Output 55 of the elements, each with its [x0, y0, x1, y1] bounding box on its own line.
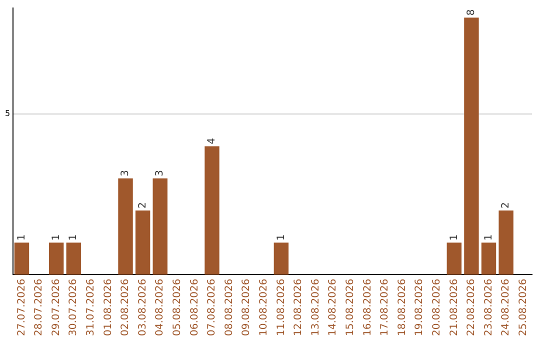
data-label: 4 — [206, 138, 218, 144]
x-tick-label: 08.08.2026 — [224, 278, 235, 336]
bar — [274, 242, 289, 275]
data-label: 1 — [276, 234, 287, 241]
x-tick-label: 18.08.2026 — [396, 278, 408, 336]
x-tick-label: 19.08.2026 — [414, 278, 426, 336]
x-tick-label: 24.08.2026 — [500, 278, 512, 336]
data-label: 2 — [137, 202, 148, 208]
x-tick-label: 14.08.2026 — [328, 278, 339, 336]
x-tick-label: 11.08.2026 — [276, 278, 287, 336]
x-tick-label: 16.08.2026 — [362, 278, 374, 336]
data-label: 1 — [16, 234, 28, 241]
x-tick-label: 12.08.2026 — [293, 278, 304, 336]
bar — [118, 178, 133, 275]
y-tick-label: 5 — [4, 109, 10, 118]
x-tick-label: 07.08.2026 — [206, 278, 218, 336]
data-label: 3 — [120, 170, 132, 176]
data-label: 1 — [448, 234, 460, 241]
x-tick-label: 15.08.2026 — [344, 278, 356, 336]
bar — [204, 146, 220, 275]
x-tick-label: 01.08.2026 — [102, 278, 114, 336]
x-tick-label: 29.07.2026 — [50, 278, 62, 336]
x-tick-label: 03.08.2026 — [137, 278, 148, 336]
x-tick-label: 25.08.2026 — [518, 278, 529, 336]
x-tick-label: 28.07.2026 — [34, 278, 45, 336]
bar — [135, 210, 150, 275]
data-label: 1 — [483, 234, 494, 241]
x-tick-label: 30.07.2026 — [68, 278, 80, 336]
bar — [498, 210, 514, 275]
bar — [66, 242, 81, 275]
data-label: 8 — [466, 9, 478, 16]
bar — [446, 242, 462, 275]
x-tick-label: 10.08.2026 — [258, 278, 270, 336]
x-tick-label: 20.08.2026 — [431, 278, 442, 336]
data-label: 1 — [68, 234, 80, 241]
x-tick-label: 05.08.2026 — [172, 278, 184, 336]
x-tick-label: 27.07.2026 — [16, 278, 28, 336]
x-tick-label: 22.08.2026 — [466, 278, 478, 336]
x-tick-label: 13.08.2026 — [310, 278, 322, 336]
bar — [464, 18, 479, 275]
x-tick-label: 09.08.2026 — [241, 278, 252, 336]
data-label: 3 — [154, 170, 166, 176]
x-tick-label: 31.07.2026 — [86, 278, 97, 336]
data-label: 2 — [500, 202, 512, 208]
x-tick-label: 04.08.2026 — [154, 278, 166, 336]
x-tick-label: 23.08.2026 — [483, 278, 494, 336]
bar — [152, 178, 168, 275]
bar — [14, 242, 30, 275]
x-tick-label: 02.08.2026 — [120, 278, 132, 336]
x-tick-label: 06.08.2026 — [189, 278, 200, 336]
x-tick-label: 21.08.2026 — [448, 278, 460, 336]
data-label: 1 — [50, 234, 62, 241]
bar — [48, 242, 64, 275]
x-tick-label: 17.08.2026 — [380, 278, 391, 336]
bar — [481, 242, 496, 275]
